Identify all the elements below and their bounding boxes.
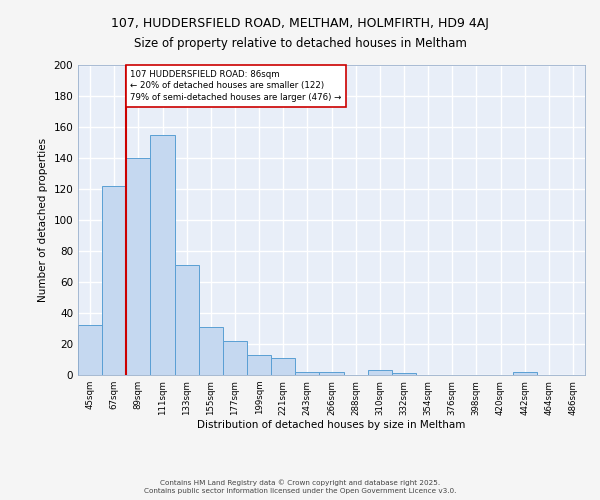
Bar <box>247 355 271 375</box>
Bar <box>223 341 247 375</box>
Text: Contains HM Land Registry data © Crown copyright and database right 2025.
Contai: Contains HM Land Registry data © Crown c… <box>144 480 456 494</box>
X-axis label: Distribution of detached houses by size in Meltham: Distribution of detached houses by size … <box>197 420 466 430</box>
Bar <box>78 326 102 375</box>
Bar <box>175 265 199 375</box>
Bar <box>271 358 295 375</box>
Text: Size of property relative to detached houses in Meltham: Size of property relative to detached ho… <box>134 38 466 51</box>
Bar <box>295 372 319 375</box>
Y-axis label: Number of detached properties: Number of detached properties <box>38 138 48 302</box>
Bar <box>368 370 392 375</box>
Bar <box>102 186 126 375</box>
Text: 107 HUDDERSFIELD ROAD: 86sqm
← 20% of detached houses are smaller (122)
79% of s: 107 HUDDERSFIELD ROAD: 86sqm ← 20% of de… <box>130 70 341 102</box>
Bar <box>319 372 344 375</box>
Bar <box>151 134 175 375</box>
Bar <box>199 327 223 375</box>
Bar <box>126 158 151 375</box>
Text: 107, HUDDERSFIELD ROAD, MELTHAM, HOLMFIRTH, HD9 4AJ: 107, HUDDERSFIELD ROAD, MELTHAM, HOLMFIR… <box>111 18 489 30</box>
Bar <box>392 374 416 375</box>
Bar <box>512 372 537 375</box>
